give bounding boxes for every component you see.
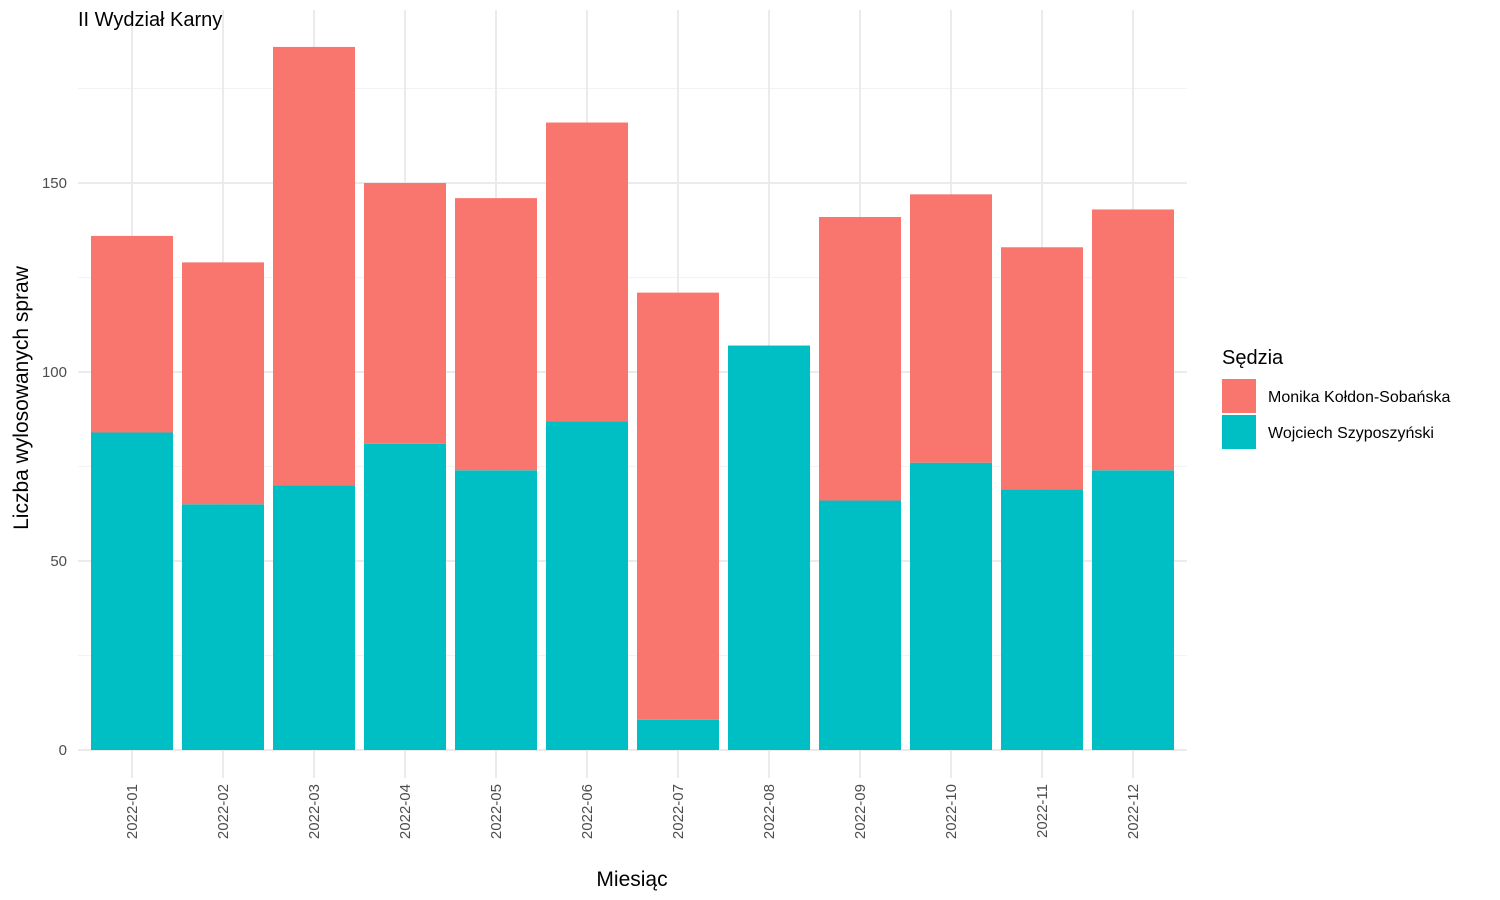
x-tick-label: 2022-06: [579, 784, 596, 839]
x-tick-label: 2022-10: [943, 784, 960, 839]
bar-segment-wojciech-2022-06: [546, 421, 628, 750]
x-tick-label: 2022-03: [306, 784, 323, 839]
legend: Sędzia Monika Kołdon-Sobańska Wojciech S…: [1222, 347, 1450, 449]
bar-segment-monika-2022-09: [819, 217, 901, 501]
bar-segment-monika-2022-03: [273, 46, 355, 486]
y-axis-title: Liczba wylosowanych spraw: [10, 265, 33, 530]
x-axis-title: Miesiąc: [596, 868, 667, 891]
x-tick-label: 2022-09: [852, 784, 869, 839]
x-tick-label: 2022-01: [124, 784, 141, 839]
bar-segment-wojciech-2022-03: [273, 485, 355, 750]
bar-segment-wojciech-2022-02: [182, 504, 264, 750]
bar-segment-monika-2022-06: [546, 122, 628, 422]
bar-segment-wojciech-2022-10: [910, 462, 992, 750]
y-tick-label: 150: [42, 175, 67, 192]
bar-segment-monika-2022-07: [637, 292, 719, 720]
x-tick-label: 2022-04: [397, 784, 414, 839]
legend-swatch-monika: [1222, 379, 1256, 413]
x-tick-label: 2022-08: [761, 784, 778, 839]
legend-swatch-wojciech: [1222, 415, 1256, 449]
bar-segment-monika-2022-12: [1092, 209, 1174, 471]
legend-title: Sędzia: [1222, 347, 1284, 369]
legend-label-monika: Monika Kołdon-Sobańska: [1268, 389, 1450, 406]
y-tick-label: 0: [59, 742, 67, 759]
x-tick-label: 2022-12: [1125, 784, 1142, 839]
bar-segment-monika-2022-05: [455, 198, 537, 471]
bars: [91, 46, 1174, 750]
y-tick-label: 100: [42, 364, 67, 381]
x-tick-label: 2022-07: [670, 784, 687, 839]
bar-segment-monika-2022-04: [364, 183, 446, 444]
bar-segment-wojciech-2022-12: [1092, 470, 1174, 750]
bar-segment-wojciech-2022-04: [364, 443, 446, 750]
chart-title: II Wydział Karny: [78, 9, 222, 31]
x-axis-ticks: 2022-01 2022-02 2022-03 2022-04 2022-05 2022-…: [124, 784, 1142, 839]
bar-segment-monika-2022-02: [182, 262, 264, 505]
bar-segment-wojciech-2022-01: [91, 432, 173, 750]
bar-segment-monika-2022-11: [1001, 247, 1083, 490]
bar-segment-wojciech-2022-07: [637, 719, 719, 750]
bar-segment-wojciech-2022-05: [455, 470, 537, 750]
x-tick-label: 2022-02: [215, 784, 232, 839]
y-axis-ticks: 0 50 100 150: [42, 175, 67, 759]
x-tick-label: 2022-11: [1034, 784, 1051, 838]
y-tick-label: 50: [50, 553, 67, 570]
bar-segment-monika-2022-01: [91, 235, 173, 433]
bar-segment-wojciech-2022-09: [819, 500, 901, 750]
x-tick-label: 2022-05: [488, 784, 505, 839]
bar-segment-wojciech-2022-08: [728, 345, 810, 750]
legend-label-wojciech: Wojciech Szyposzyński: [1268, 425, 1434, 442]
bar-segment-wojciech-2022-11: [1001, 489, 1083, 750]
bar-segment-monika-2022-10: [910, 194, 992, 463]
